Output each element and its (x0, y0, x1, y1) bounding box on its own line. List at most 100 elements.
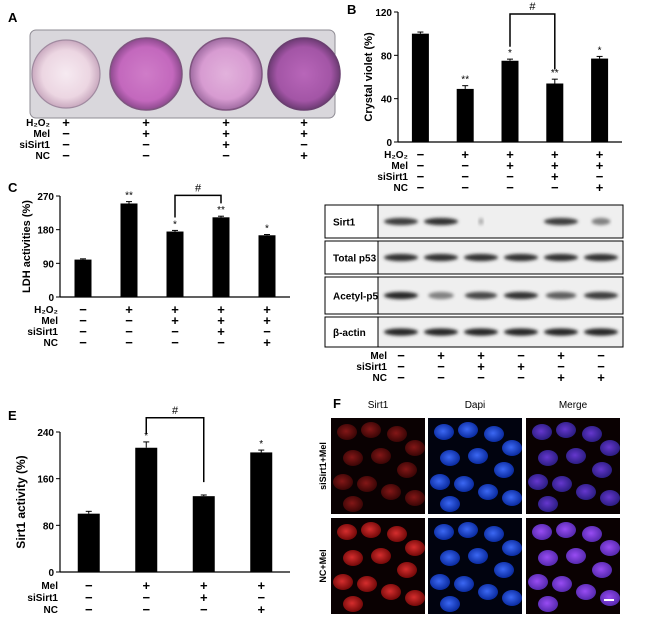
nucleus-1-1-7 (430, 574, 450, 590)
blot-membrane-3 (377, 316, 624, 348)
treatment-labels-a: H₂O₂ + + + +Mel − + + +siSirt1− − + −NC − − − + (19, 115, 308, 163)
y-axis-label: Crystal violet (%) (363, 32, 375, 122)
band-2-5 (584, 291, 618, 300)
blot-membrane-0 (377, 204, 624, 239)
sign-nc-3: − (551, 180, 559, 195)
nucleus-1-2-4 (538, 550, 558, 566)
sign-h2o2-0: − (79, 302, 87, 317)
sign-sisirt1-5: − (597, 359, 605, 374)
sign-mel-2: + (477, 348, 485, 363)
band-2-3 (504, 291, 538, 300)
nucleus-0-1-1 (458, 422, 478, 438)
sign-h2o2-0: − (417, 147, 425, 162)
sign-sisirt1-3: + (217, 324, 225, 339)
sign-sisirt1-2: + (222, 137, 230, 152)
blot-membrane-2 (377, 276, 624, 315)
nucleus-1-0-8 (357, 576, 377, 592)
significance-2: * (173, 219, 177, 230)
well-plate (29, 29, 341, 119)
nucleus-0-1-7 (430, 474, 450, 490)
blot-label-3: β-actin (333, 328, 366, 339)
treatment-label-sisirt1: siSirt1 (356, 362, 387, 373)
nucleus-1-1-9 (478, 584, 498, 600)
nucleus-1-2-1 (556, 522, 576, 538)
sign-nc-1: − (437, 370, 445, 385)
bar-3 (546, 83, 564, 142)
well-h2o2-mel-nc (267, 37, 341, 111)
sign-h2o2-2: + (171, 302, 179, 317)
bar-1 (120, 203, 138, 297)
band-0-0 (384, 217, 418, 226)
sign-mel-3: − (517, 348, 525, 363)
nucleus-1-2-5 (566, 548, 586, 564)
nucleus-0-1-4 (440, 450, 460, 466)
treatment-label-nc: NC (373, 373, 387, 384)
nucleus-1-1-6 (494, 562, 514, 578)
sign-mel-1: + (142, 126, 150, 141)
sign-sisirt1-0: − (417, 169, 425, 184)
treatment-label-sisirt1: siSirt1 (27, 593, 58, 604)
nucleus-0-2-10 (600, 490, 620, 506)
nucleus-0-0-6 (397, 462, 417, 478)
y-tick-label: 80 (381, 51, 393, 62)
bar-2 (166, 231, 184, 297)
micro-col-label-0: Sirt1 (368, 400, 389, 411)
sign-sisirt1-3: + (551, 169, 559, 184)
nucleus-0-0-5 (371, 448, 391, 464)
well-h2o2 (109, 37, 183, 111)
treatment-label-h2o2: H₂O₂ (384, 150, 408, 161)
nucleus-0-0-11 (343, 496, 363, 512)
nucleus-0-0-9 (381, 484, 401, 500)
nucleus-1-0-2 (387, 526, 407, 542)
sign-h2o2-4: + (263, 302, 271, 317)
sign-sisirt1-3: − (300, 137, 308, 152)
band-3-5 (584, 328, 618, 336)
nucleus-0-2-1 (556, 422, 576, 438)
band-2-2 (464, 291, 498, 300)
nucleus-1-0-3 (405, 540, 425, 556)
sign-nc-2: − (171, 335, 179, 350)
sign-nc-1: − (461, 180, 469, 195)
blot-label-1: Total p53 (333, 254, 377, 265)
nucleus-0-0-1 (361, 422, 381, 438)
sign-mel-2: + (171, 313, 179, 328)
bar-0 (74, 259, 92, 297)
sign-nc-3: + (300, 148, 308, 163)
bracket-label: # (529, 1, 536, 13)
nucleus-0-0-4 (343, 450, 363, 466)
sign-mel-4: + (263, 313, 271, 328)
treatment-label-mel: Mel (41, 316, 58, 327)
nucleus-1-2-2 (582, 526, 602, 542)
nucleus-1-0-11 (343, 596, 363, 612)
y-tick-label: 0 (386, 138, 392, 149)
nucleus-1-1-8 (454, 576, 474, 592)
sign-nc-3: + (257, 602, 265, 617)
sign-mel-0: − (62, 126, 70, 141)
sign-sisirt1-1: − (437, 359, 445, 374)
treatment-label-nc: NC (36, 151, 50, 162)
sign-mel-1: + (437, 348, 445, 363)
nucleus-1-2-10 (600, 590, 620, 606)
nucleus-0-2-8 (552, 476, 572, 492)
nucleus-1-0-6 (397, 562, 417, 578)
sign-nc-1: − (142, 602, 150, 617)
treatment-label-mel: Mel (41, 581, 58, 592)
sign-mel-3: + (551, 158, 559, 173)
microscopy-grid: Sirt1 Dapi Merge siSirt1+Mel NC+Mel (318, 400, 620, 614)
sign-h2o2-1: + (125, 302, 133, 317)
band-1-4 (544, 253, 578, 262)
nucleus-1-0-10 (405, 590, 425, 606)
micro-row-label-0: siSirt1+Mel (318, 442, 328, 490)
sign-h2o2-1: + (142, 115, 150, 130)
significance-4: * (598, 45, 602, 56)
sign-h2o2-1: + (461, 147, 469, 162)
band-1-2 (464, 253, 498, 262)
sign-mel-5: − (597, 348, 605, 363)
bracket-label: # (195, 182, 202, 194)
band-2-4 (545, 291, 577, 300)
treatment-label-h2o2: H₂O₂ (26, 118, 50, 129)
bar-4 (591, 58, 609, 143)
treatment-label-sisirt1: siSirt1 (27, 327, 58, 338)
sign-nc-2: − (506, 180, 514, 195)
sign-h2o2-3: + (217, 302, 225, 317)
